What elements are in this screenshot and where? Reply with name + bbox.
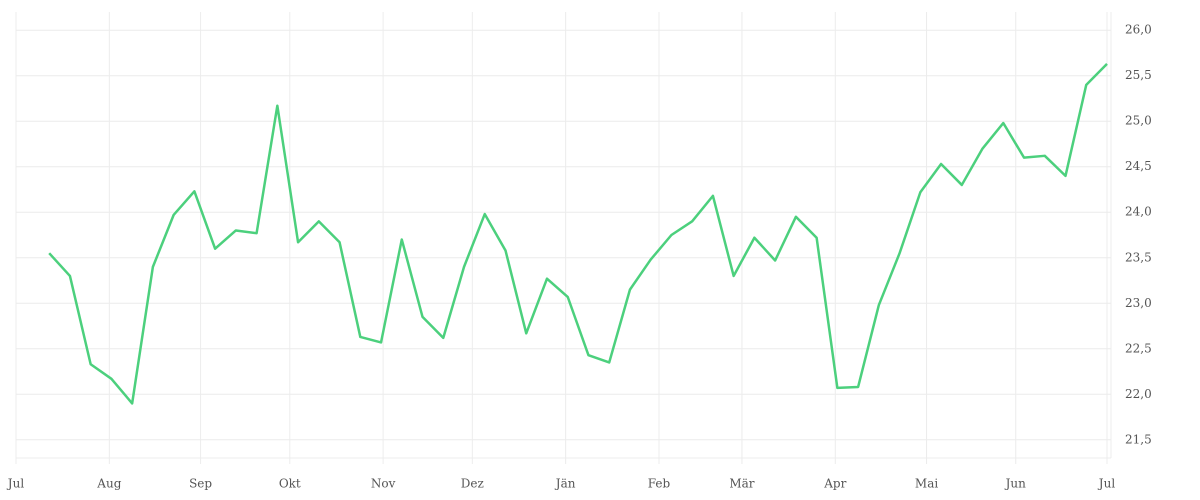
x-tick-label: Jul (1097, 477, 1116, 491)
y-tick-label: 24,5 (1125, 159, 1152, 173)
x-tick-label: Nov (371, 477, 396, 491)
y-tick-label: 22,0 (1125, 387, 1152, 401)
line (48, 63, 1108, 405)
x-tick-label: Okt (279, 477, 301, 491)
x-tick-label: Feb (648, 477, 671, 491)
x-tick-label: Mär (729, 477, 754, 491)
y-tick-label: 23,0 (1125, 296, 1152, 310)
x-tick-label: Sep (189, 477, 212, 491)
x-tick-label: Jän (554, 477, 576, 491)
x-tick-label: Aug (96, 477, 121, 491)
y-tick-label: 26,0 (1125, 23, 1152, 37)
y-tick-label: 23,5 (1125, 250, 1152, 264)
y-tick-label: 22,5 (1125, 341, 1152, 355)
y-tick-label: 25,5 (1125, 68, 1152, 82)
x-tick-label: Jun (1004, 477, 1027, 491)
y-tick-label: 21,5 (1125, 432, 1152, 446)
x-tick-label: Jul (6, 477, 25, 491)
y-tick-label: 24,0 (1125, 205, 1152, 219)
y-tick-label: 25,0 (1125, 114, 1152, 128)
x-tick-label: Mai (915, 477, 938, 491)
x-tick-label: Apr (823, 477, 846, 491)
x-tick-label: Dez (461, 477, 484, 491)
